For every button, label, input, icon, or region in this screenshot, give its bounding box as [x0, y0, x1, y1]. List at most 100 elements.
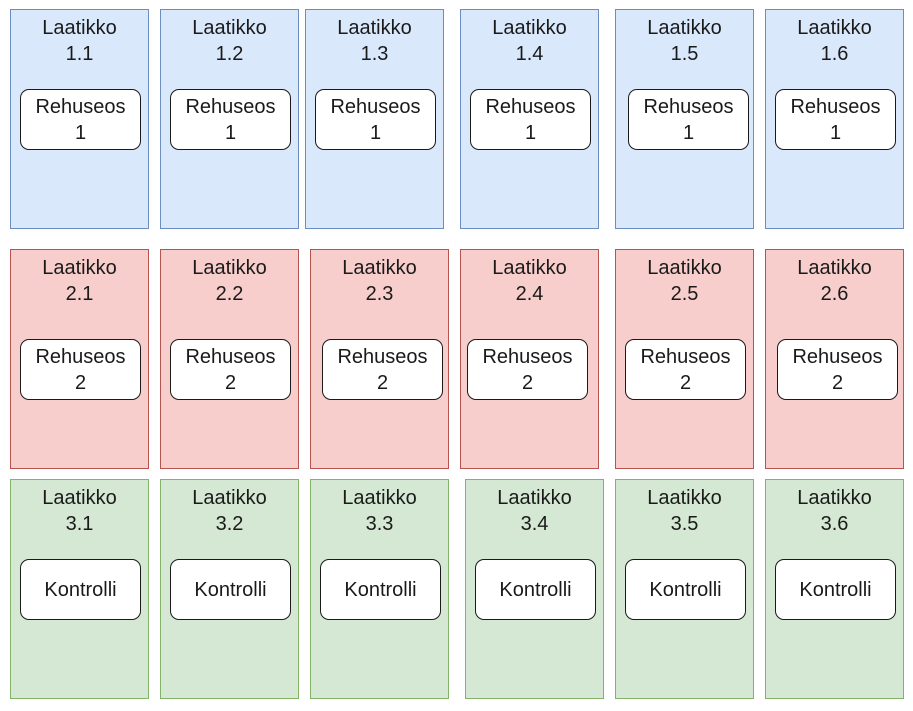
- treatment-label: 2: [521, 371, 534, 394]
- treatment-label: Kontrolli: [799, 578, 872, 601]
- treatment-label: 1: [224, 121, 237, 144]
- treatment-box: Rehuseos 1: [628, 89, 749, 150]
- plot-box: Laatikko 3.5 Kontrolli: [615, 479, 754, 699]
- plot-label: Laatikko 1.6: [766, 15, 903, 67]
- plot-box: Laatikko 2.6 Rehuseos 2: [765, 249, 904, 469]
- plot-label-text: Laatikko: [42, 487, 117, 509]
- plot-box: Laatikko 2.4 Rehuseos 2: [460, 249, 599, 469]
- treatment-label: Rehuseos: [790, 95, 881, 118]
- treatment-box: Kontrolli: [170, 559, 291, 620]
- plot-label: Laatikko 1.5: [616, 15, 753, 67]
- treatment-box: Rehuseos 1: [470, 89, 591, 150]
- treatment-label: Kontrolli: [194, 578, 267, 601]
- plot-label: Laatikko 2.5: [616, 255, 753, 307]
- treatment-label: Rehuseos: [35, 95, 126, 118]
- plot-label: Laatikko 3.2: [161, 485, 298, 537]
- plot-box: Laatikko 1.4 Rehuseos 1: [460, 9, 599, 229]
- plot-label: Laatikko 2.6: [766, 255, 903, 307]
- plot-label: Laatikko 3.1: [11, 485, 148, 537]
- treatment-label: 1: [74, 121, 87, 144]
- plot-label: Laatikko 2.4: [461, 255, 598, 307]
- treatment-box: Kontrolli: [20, 559, 141, 620]
- treatment-box: Rehuseos 2: [467, 339, 588, 400]
- plot-label-text: Laatikko: [647, 487, 722, 509]
- plot-number: 1.3: [360, 43, 389, 65]
- plot-box: Laatikko 3.3 Kontrolli: [310, 479, 449, 699]
- plot-label: Laatikko 2.2: [161, 255, 298, 307]
- plot-label-text: Laatikko: [342, 487, 417, 509]
- treatment-box: Rehuseos 2: [20, 339, 141, 400]
- plot-number: 1.2: [215, 43, 244, 65]
- plot-number: 1.5: [670, 43, 699, 65]
- treatment-label: 2: [74, 371, 87, 394]
- treatment-box: Rehuseos 2: [170, 339, 291, 400]
- plot-label-text: Laatikko: [192, 487, 267, 509]
- treatment-box: Rehuseos 2: [322, 339, 443, 400]
- plot-label: Laatikko 2.3: [311, 255, 448, 307]
- plot-number: 1.4: [515, 43, 544, 65]
- treatment-label: Rehuseos: [185, 345, 276, 368]
- plot-box: Laatikko 2.5 Rehuseos 2: [615, 249, 754, 469]
- treatment-box: Kontrolli: [475, 559, 596, 620]
- plot-number: 3.6: [820, 513, 849, 535]
- plot-label: Laatikko 3.6: [766, 485, 903, 537]
- plot-number: 2.3: [365, 283, 394, 305]
- plot-number: 3.4: [520, 513, 549, 535]
- plot-box: Laatikko 1.6 Rehuseos 1: [765, 9, 904, 229]
- plot-box: Laatikko 3.4 Kontrolli: [465, 479, 604, 699]
- treatment-label: Rehuseos: [792, 345, 883, 368]
- treatment-box: Rehuseos 1: [775, 89, 896, 150]
- plot-box: Laatikko 2.1 Rehuseos 2: [10, 249, 149, 469]
- plot-label: Laatikko 3.5: [616, 485, 753, 537]
- plot-label-text: Laatikko: [497, 487, 572, 509]
- plot-label: Laatikko 1.3: [306, 15, 443, 67]
- treatment-box: Kontrolli: [775, 559, 896, 620]
- plot-label-text: Laatikko: [647, 17, 722, 39]
- plot-number: 2.2: [215, 283, 244, 305]
- treatment-label: Kontrolli: [344, 578, 417, 601]
- treatment-label: Rehuseos: [185, 95, 276, 118]
- plot-box: Laatikko 1.1 Rehuseos 1: [10, 9, 149, 229]
- plot-label-text: Laatikko: [342, 257, 417, 279]
- plot-number: 3.1: [65, 513, 94, 535]
- treatment-label: Rehuseos: [330, 95, 421, 118]
- treatment-label: Rehuseos: [482, 345, 573, 368]
- plot-label-text: Laatikko: [492, 257, 567, 279]
- treatment-box: Kontrolli: [320, 559, 441, 620]
- treatment-label: 1: [829, 121, 842, 144]
- plot-box: Laatikko 1.3 Rehuseos 1: [305, 9, 444, 229]
- plot-number: 3.2: [215, 513, 244, 535]
- plot-label-text: Laatikko: [797, 17, 872, 39]
- plot-number: 3.5: [670, 513, 699, 535]
- plot-label-text: Laatikko: [42, 257, 117, 279]
- plot-label-text: Laatikko: [42, 17, 117, 39]
- plot-number: 1.6: [820, 43, 849, 65]
- treatment-label: 2: [679, 371, 692, 394]
- plot-label-text: Laatikko: [492, 17, 567, 39]
- plot-number: 2.1: [65, 283, 94, 305]
- treatment-label: 1: [524, 121, 537, 144]
- treatment-label: Rehuseos: [640, 345, 731, 368]
- treatment-box: Rehuseos 1: [170, 89, 291, 150]
- treatment-box: Rehuseos 2: [777, 339, 898, 400]
- plot-box: Laatikko 3.2 Kontrolli: [160, 479, 299, 699]
- treatment-label: Kontrolli: [649, 578, 722, 601]
- treatment-box: Rehuseos 1: [315, 89, 436, 150]
- treatment-label: 1: [369, 121, 382, 144]
- plot-label-text: Laatikko: [797, 487, 872, 509]
- plot-label: Laatikko 1.2: [161, 15, 298, 67]
- treatment-label: Rehuseos: [337, 345, 428, 368]
- treatment-label: 1: [682, 121, 695, 144]
- treatment-label: 2: [224, 371, 237, 394]
- treatment-label: Kontrolli: [499, 578, 572, 601]
- treatment-label: Rehuseos: [485, 95, 576, 118]
- treatment-label: Rehuseos: [643, 95, 734, 118]
- plot-label-text: Laatikko: [337, 17, 412, 39]
- plot-label: Laatikko 3.3: [311, 485, 448, 537]
- plot-label: Laatikko 2.1: [11, 255, 148, 307]
- treatment-box: Kontrolli: [625, 559, 746, 620]
- plot-box: Laatikko 1.5 Rehuseos 1: [615, 9, 754, 229]
- plot-box: Laatikko 2.2 Rehuseos 2: [160, 249, 299, 469]
- plot-label-text: Laatikko: [797, 257, 872, 279]
